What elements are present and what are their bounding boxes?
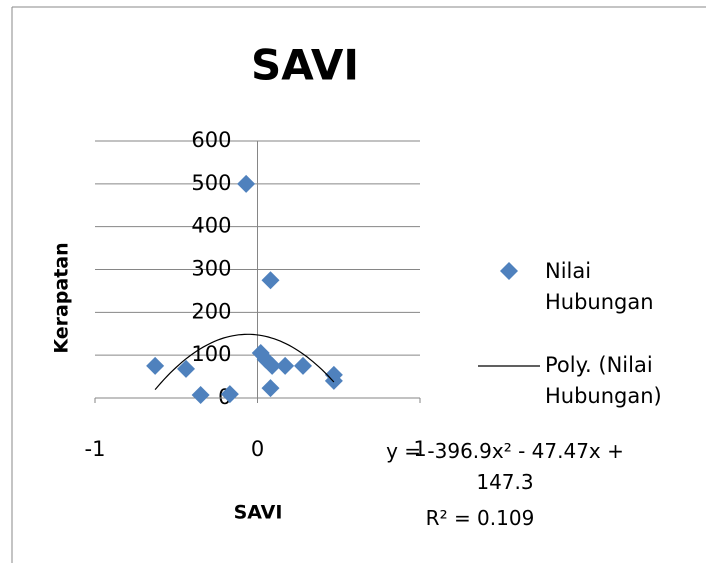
data-point xyxy=(276,356,295,375)
legend-marker xyxy=(500,262,518,280)
x-axis-label: SAVI xyxy=(234,502,283,524)
y-tick-label: 400 xyxy=(191,214,231,238)
x-tick-label: 1 xyxy=(413,437,426,461)
y-tick-label: 200 xyxy=(191,299,231,323)
x-tick-label: -1 xyxy=(85,437,106,461)
y-tick-label: 300 xyxy=(191,257,231,281)
data-point xyxy=(294,356,312,375)
data-point xyxy=(263,356,282,375)
trendline-r2: R² = 0.109 xyxy=(425,506,535,530)
data-point xyxy=(177,359,195,378)
x-tick-label: 0 xyxy=(251,437,264,461)
trendline xyxy=(154,333,335,390)
chart-title: SAVI xyxy=(251,41,359,90)
legend-label: Nilai Hubungan xyxy=(545,259,654,314)
y-tick-label: 500 xyxy=(191,171,231,195)
y-tick-label: 100 xyxy=(191,342,231,366)
data-point xyxy=(146,356,165,375)
y-axis-label: Kerapatan xyxy=(51,242,73,353)
data-point xyxy=(220,385,239,404)
data-point xyxy=(261,379,280,398)
data-point xyxy=(191,386,210,405)
y-tick-label: 600 xyxy=(191,128,231,152)
trendline-equation: y = -396.9x² - 47.47x + 147.3 xyxy=(386,439,624,494)
data-point xyxy=(261,271,280,290)
data-point xyxy=(237,174,256,193)
legend-label: Poly. (Nilai Hubungan) xyxy=(545,353,662,408)
